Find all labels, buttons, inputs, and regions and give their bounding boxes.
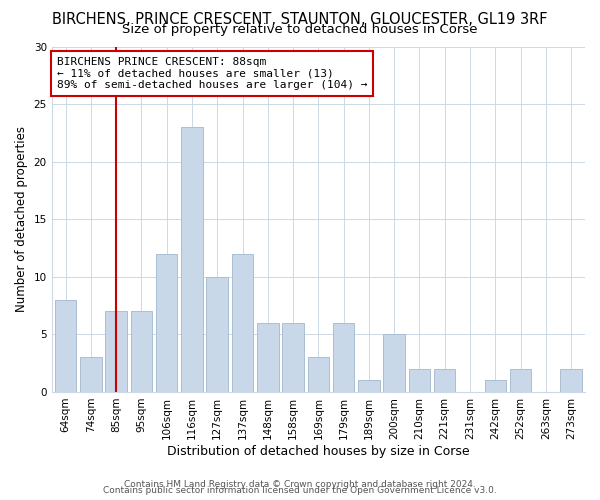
- Bar: [485, 380, 506, 392]
- Bar: [206, 277, 228, 392]
- Text: Contains HM Land Registry data © Crown copyright and database right 2024.: Contains HM Land Registry data © Crown c…: [124, 480, 476, 489]
- Bar: [181, 127, 203, 392]
- Text: BIRCHENS, PRINCE CRESCENT, STAUNTON, GLOUCESTER, GL19 3RF: BIRCHENS, PRINCE CRESCENT, STAUNTON, GLO…: [52, 12, 548, 26]
- Bar: [232, 254, 253, 392]
- Bar: [383, 334, 405, 392]
- Bar: [560, 369, 582, 392]
- Bar: [156, 254, 178, 392]
- Bar: [257, 323, 278, 392]
- Text: BIRCHENS PRINCE CRESCENT: 88sqm
← 11% of detached houses are smaller (13)
89% of: BIRCHENS PRINCE CRESCENT: 88sqm ← 11% of…: [57, 57, 367, 90]
- Y-axis label: Number of detached properties: Number of detached properties: [15, 126, 28, 312]
- Bar: [333, 323, 355, 392]
- Bar: [131, 312, 152, 392]
- Bar: [308, 358, 329, 392]
- Bar: [358, 380, 380, 392]
- Text: Size of property relative to detached houses in Corse: Size of property relative to detached ho…: [122, 22, 478, 36]
- X-axis label: Distribution of detached houses by size in Corse: Distribution of detached houses by size …: [167, 444, 470, 458]
- Bar: [55, 300, 76, 392]
- Bar: [80, 358, 101, 392]
- Bar: [283, 323, 304, 392]
- Bar: [434, 369, 455, 392]
- Bar: [409, 369, 430, 392]
- Bar: [106, 312, 127, 392]
- Bar: [510, 369, 531, 392]
- Text: Contains public sector information licensed under the Open Government Licence v3: Contains public sector information licen…: [103, 486, 497, 495]
